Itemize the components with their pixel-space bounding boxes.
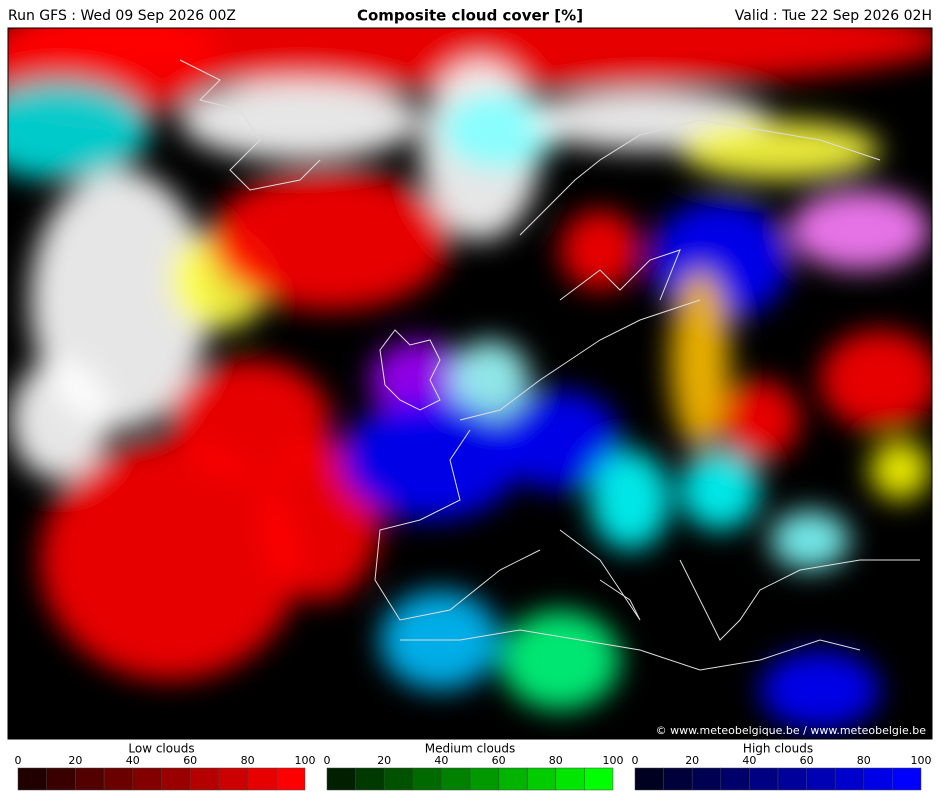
cloud-blob xyxy=(770,510,850,570)
legend-tick-label: 40 xyxy=(434,754,448,767)
coastline xyxy=(379,329,441,411)
legend-swatch xyxy=(863,767,893,791)
legend-swatch xyxy=(498,767,528,791)
legend-tick-label: 0 xyxy=(632,754,639,767)
cloud-blob xyxy=(560,210,640,290)
legend-tick-label: 20 xyxy=(68,754,82,767)
cloud-blob xyxy=(870,440,930,500)
legend-tick-label: 80 xyxy=(857,754,871,767)
cloud-blob xyxy=(790,190,930,270)
coastlines xyxy=(179,59,920,671)
legend-swatch xyxy=(663,767,693,791)
legend-swatch xyxy=(555,767,585,791)
legend-tick-label: 60 xyxy=(492,754,506,767)
legend-swatch xyxy=(355,767,385,791)
legend-swatch xyxy=(189,767,220,791)
legend-tick-label: 100 xyxy=(295,754,316,767)
legend-swatch xyxy=(469,767,499,791)
coastline xyxy=(459,299,701,421)
cloud-blob xyxy=(760,650,880,730)
cloud-blob xyxy=(680,120,880,180)
legend-swatch xyxy=(749,767,779,791)
legend-swatch xyxy=(834,767,865,791)
cloud-blob xyxy=(500,610,620,710)
legend-swatch xyxy=(777,767,807,791)
cloud-blob xyxy=(8,80,150,180)
cloud-blob xyxy=(820,330,932,430)
legend-title: High clouds xyxy=(743,742,813,756)
legend-swatch xyxy=(720,767,750,791)
cloud-blob xyxy=(10,360,110,480)
map: © www.meteobelgique.be / www.meteobelgie… xyxy=(8,28,932,739)
legend-swatch xyxy=(412,767,442,791)
cloud-field xyxy=(8,28,932,730)
cloud-blob xyxy=(8,28,932,90)
legend-tick-label: 80 xyxy=(549,754,563,767)
cloud-blob xyxy=(340,400,520,520)
legend-swatch xyxy=(634,767,664,791)
legend-swatch xyxy=(326,767,356,791)
legend-swatch xyxy=(526,767,557,791)
coastline xyxy=(374,429,541,621)
cloud-blob xyxy=(500,390,620,490)
legend-tick-label: 0 xyxy=(15,754,22,767)
legend-title: Low clouds xyxy=(128,742,194,756)
legend-swatch xyxy=(103,767,134,791)
legend-swatch xyxy=(691,767,722,791)
legend-swatch xyxy=(17,767,47,791)
coastline xyxy=(519,119,881,236)
run-label: Run GFS : Wed 09 Sep 2026 00Z xyxy=(8,8,236,24)
coastline xyxy=(559,249,681,301)
map-title: Composite cloud cover [%] xyxy=(357,7,583,25)
legend-title: Medium clouds xyxy=(425,742,516,756)
cloud-blob xyxy=(170,360,330,480)
legend-swatch xyxy=(161,767,191,791)
legend-swatch xyxy=(75,767,105,791)
coastline xyxy=(559,529,641,621)
cloud-blob xyxy=(370,340,470,420)
cloud-blob xyxy=(440,90,560,170)
cloud-blob xyxy=(590,450,670,550)
legend-swatch xyxy=(584,767,614,791)
cloud-blob xyxy=(670,270,730,450)
legend-tick-label: 100 xyxy=(603,754,624,767)
legends: Low clouds 0 20 40 60 80 100 Medium clouds 0 20 40… xyxy=(15,742,932,791)
cloud-blob xyxy=(680,450,760,530)
legend-tick-label: 20 xyxy=(685,754,699,767)
cloud-blob xyxy=(180,80,420,160)
cloud-blob xyxy=(450,340,530,420)
legend-tick-label: 20 xyxy=(377,754,391,767)
legend-swatch xyxy=(441,767,471,791)
legend-swatch xyxy=(46,767,76,791)
cloud-blob xyxy=(720,380,800,460)
coastline xyxy=(400,629,861,671)
legend-swatch xyxy=(132,767,162,791)
valid-label: Valid : Tue 22 Sep 2026 02H xyxy=(735,8,932,24)
legend-tick-label: 60 xyxy=(183,754,197,767)
legend-tick-label: 40 xyxy=(126,754,140,767)
coastline xyxy=(179,59,321,191)
coastline xyxy=(679,559,920,641)
legend-swatch xyxy=(247,767,277,791)
legend-tick-label: 0 xyxy=(324,754,331,767)
legend-swatch xyxy=(806,767,836,791)
legend-tick-label: 100 xyxy=(911,754,932,767)
cloud-blob xyxy=(210,170,450,310)
legend-swatch xyxy=(383,767,414,791)
credit: © www.meteobelgique.be / www.meteobelgie… xyxy=(656,724,927,737)
legend-tick-label: 80 xyxy=(241,754,255,767)
legend-swatch xyxy=(276,767,306,791)
legend-swatch xyxy=(218,767,248,791)
cloud-blob xyxy=(40,440,300,680)
legend-tick-label: 40 xyxy=(742,754,756,767)
map-frame xyxy=(7,27,933,740)
legend-tick-label: 60 xyxy=(800,754,814,767)
legend-swatch xyxy=(892,767,922,791)
